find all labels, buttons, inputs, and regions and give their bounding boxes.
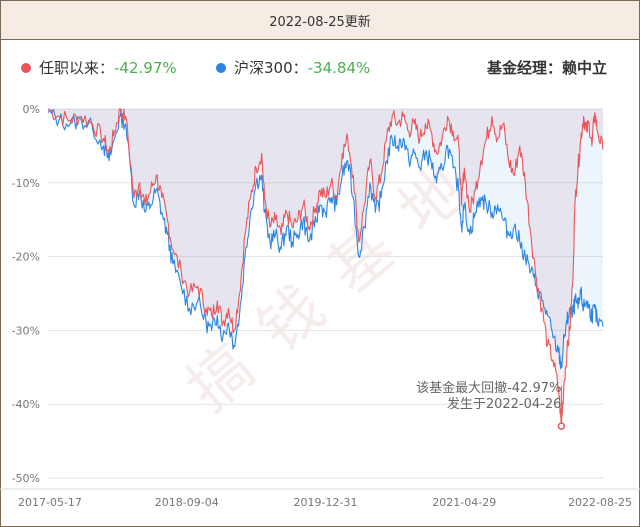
- y-tick-label: -40%: [12, 398, 40, 411]
- y-tick-label: -30%: [12, 324, 40, 337]
- drawdown-annotation-line2: 发生于2022-04-26: [447, 396, 562, 412]
- max-drawdown-marker: [557, 422, 566, 430]
- drawdown-annotation-line1: 该基金最大回撤-42.97%: [416, 380, 561, 396]
- y-tick-label: 0%: [23, 103, 40, 116]
- legend-index-label: 沪深300：: [234, 59, 308, 77]
- fund-area: [48, 109, 603, 427]
- x-tick-label: 2019-12-31: [294, 496, 358, 509]
- fund-manager: 基金经理：赖中立: [486, 59, 607, 77]
- legend-fund-label: 任职以来：: [39, 59, 115, 77]
- x-tick-label: 2022-08-25: [568, 496, 632, 509]
- x-tick-label: 2018-09-04: [155, 496, 219, 509]
- index-dot-icon: [216, 62, 226, 73]
- x-tick-label: 2021-04-29: [432, 496, 496, 509]
- update-date: 2022-08-25更新: [269, 14, 371, 30]
- legend-fund-value: -42.97%: [114, 58, 177, 77]
- legend-row: 任职以来： -42.97% 沪深300： -34.84% 基金经理：赖中立: [1, 57, 639, 87]
- legend-index[interactable]: 沪深300： -34.84%: [216, 57, 370, 78]
- x-tick-label: 2017-05-17: [18, 496, 82, 509]
- fund-line: [47, 108, 604, 427]
- legend-fund[interactable]: 任职以来： -42.97%: [21, 57, 177, 78]
- update-header: 2022-08-25更新: [1, 1, 639, 40]
- y-tick-label: -50%: [12, 472, 40, 485]
- index-line: [47, 108, 604, 370]
- legend-index-value: -34.84%: [307, 58, 371, 77]
- fund-dot-icon: [21, 62, 31, 73]
- y-tick-label: -20%: [12, 251, 40, 264]
- y-tick-label: -10%: [12, 177, 40, 190]
